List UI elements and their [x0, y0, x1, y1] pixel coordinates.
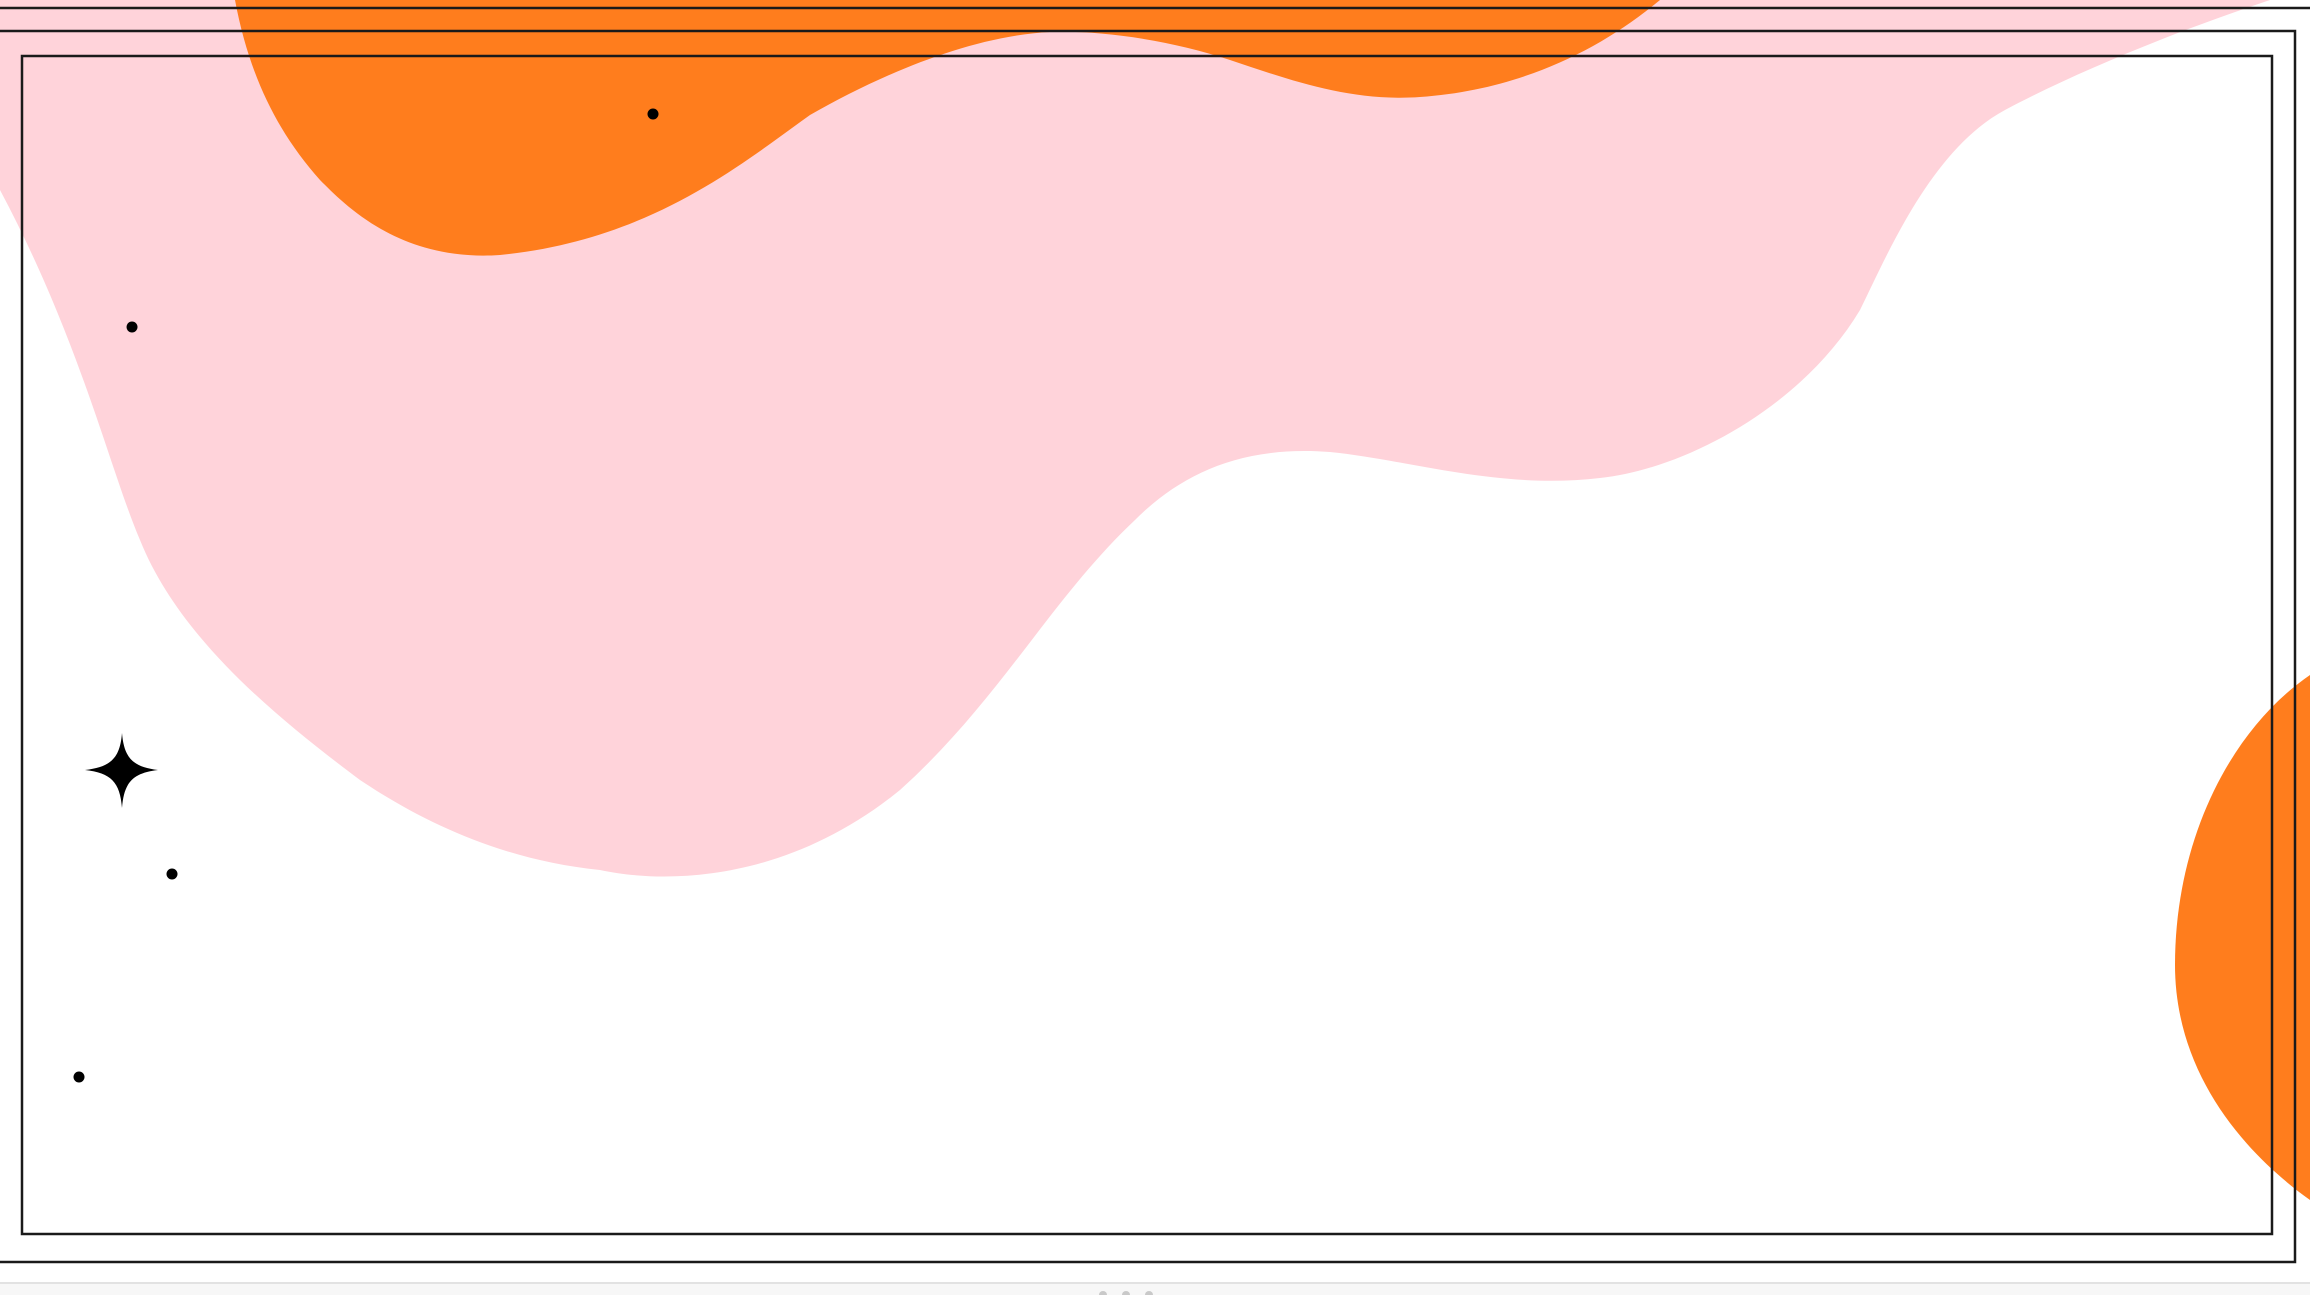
decor-dot [647, 108, 659, 120]
grip-dot [1145, 1291, 1153, 1295]
frame-inner [20, 54, 2274, 1236]
orange-blob-top [235, 0, 1660, 256]
frame-outer [0, 29, 2297, 1264]
four-point-star-icon [85, 733, 158, 808]
grip-dot [1122, 1291, 1130, 1295]
decor-dot [126, 321, 138, 333]
decor-dot [73, 1071, 85, 1083]
bottom-bar [0, 1282, 2310, 1295]
grip-dot [1099, 1291, 1107, 1295]
drag-handle-icon[interactable] [1099, 1289, 1153, 1295]
orange-blob-right [2175, 675, 2310, 1200]
decor-dot [166, 868, 178, 880]
